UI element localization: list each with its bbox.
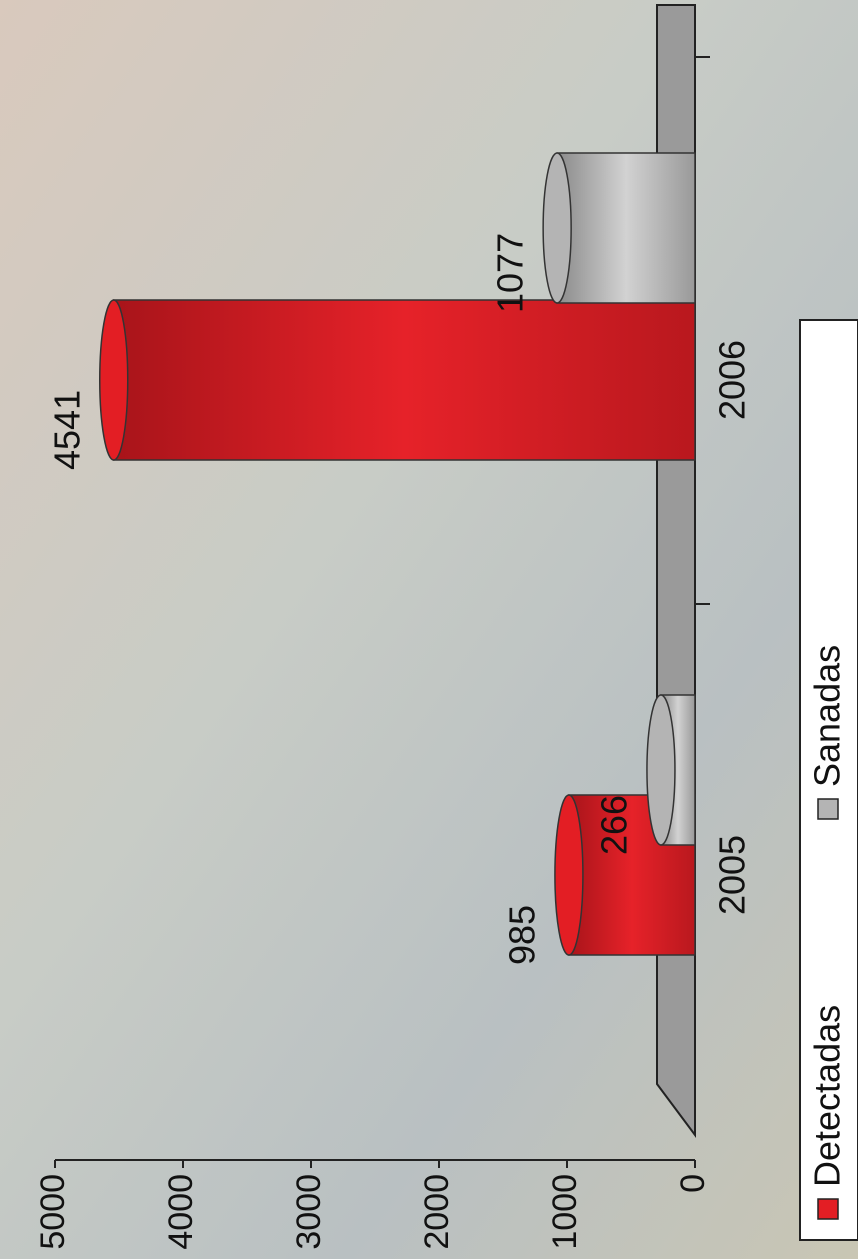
legend-label: Detectadas: [807, 1005, 848, 1187]
plot: 0 1000 2000 3000 4000 5000 2005 985 266 2006 4541 1…: [34, 4, 858, 1250]
bar-cap: [554, 794, 584, 956]
y-tick-label: 1000: [546, 1174, 584, 1250]
legend-swatch: [817, 798, 839, 820]
bar-cap: [646, 694, 676, 846]
value-label: 4541: [46, 390, 87, 470]
y-tick-label: 2000: [418, 1174, 456, 1250]
x-tick-label: 2006: [712, 340, 753, 420]
value-label: 1077: [490, 233, 531, 313]
x-tick-label: 2005: [712, 835, 753, 915]
y-tick-label: 5000: [34, 1174, 72, 1250]
bar: [113, 299, 696, 461]
legend-swatch: [817, 1198, 839, 1220]
legend: [799, 319, 858, 1241]
bar-cap: [542, 152, 572, 304]
y-tick-label: 4000: [162, 1174, 200, 1250]
bar: [556, 152, 696, 304]
y-tick-label: 0: [674, 1174, 712, 1193]
legend-label: Sanadas: [807, 645, 848, 787]
value-label: 985: [501, 905, 542, 965]
bar-cap: [99, 299, 129, 461]
y-tick-label: 3000: [290, 1174, 328, 1250]
value-label: 266: [593, 795, 634, 855]
